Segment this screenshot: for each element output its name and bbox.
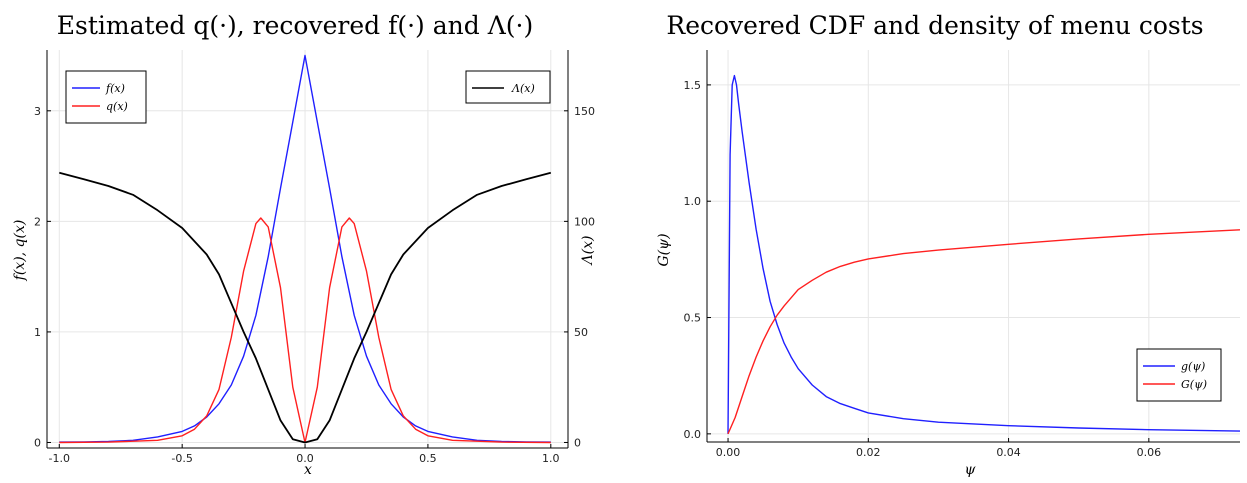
y-tick-label: 0: [34, 436, 41, 449]
left-chart-title: Estimated q(·), recovered f(·) and Λ(·): [57, 11, 533, 40]
x-tick-label: -0.5: [171, 452, 192, 465]
x-tick-label: 0.02: [856, 446, 881, 459]
left-legend-lambda: Λ(x): [465, 70, 551, 104]
y-tick-label: 3: [34, 105, 41, 118]
y-tick-label: 0.5: [684, 312, 702, 325]
y-tick-label: 1.5: [684, 79, 702, 92]
x-tick-label: 0.06: [1137, 446, 1162, 459]
left-legend-f-q: f(x) q(x): [65, 70, 147, 124]
legend-label-lambda: Λ(x): [511, 82, 535, 95]
legend-label-f: f(x): [105, 82, 125, 95]
y-tick-label: 0.0: [684, 428, 702, 441]
y-tick-label: 2: [34, 215, 41, 228]
right-chart-ticks: 0.00 0.02 0.04 0.06 0.0 0.5 1.0 1.5: [684, 79, 1162, 459]
x-tick-label: 0.00: [716, 446, 741, 459]
right-x-axis-label: ψ: [965, 462, 977, 478]
right-chart-frame: [706, 50, 1240, 443]
y-tick-label: 1: [34, 326, 41, 339]
right-chart-series: [727, 74, 1241, 435]
y-right-tick-label: 50: [574, 326, 588, 339]
left-x-axis-label: x: [304, 462, 312, 478]
left-y-axis-label: f(x), q(x): [12, 220, 28, 282]
y-right-tick-label: 0: [574, 436, 581, 449]
series-line-g: [727, 74, 1241, 434]
series-line-fx: [59, 54, 551, 443]
legend-label-G: G(ψ): [1181, 378, 1207, 391]
right-chart-title: Recovered CDF and density of menu costs: [666, 11, 1203, 40]
left-chart-ticks: -1.0 -0.5 0.0 0.5 1.0 0 1 2 3 0 50 100 150: [34, 105, 595, 465]
y-right-tick-label: 100: [574, 215, 595, 228]
left-chart-series: [59, 54, 552, 444]
series-line-g: [727, 229, 1241, 435]
x-tick-label: 0.04: [996, 446, 1021, 459]
legend-label-q: q(x): [106, 100, 128, 113]
y-right-tick-label: 150: [574, 105, 595, 118]
legend-label-g: g(ψ): [1181, 360, 1205, 373]
x-tick-label: 0.5: [419, 452, 437, 465]
y-tick-label: 1.0: [684, 195, 702, 208]
x-tick-label: -1.0: [49, 452, 70, 465]
x-tick-label: 1.0: [542, 452, 560, 465]
right-legend: g(ψ) G(ψ): [1136, 348, 1222, 402]
left-y-right-axis-label: Λ(x): [580, 236, 596, 267]
x-tick-label: 0.0: [296, 452, 314, 465]
series-line-x: [59, 171, 552, 444]
right-y-axis-label: G(ψ): [656, 233, 672, 266]
left-chart-frame: [46, 50, 569, 449]
